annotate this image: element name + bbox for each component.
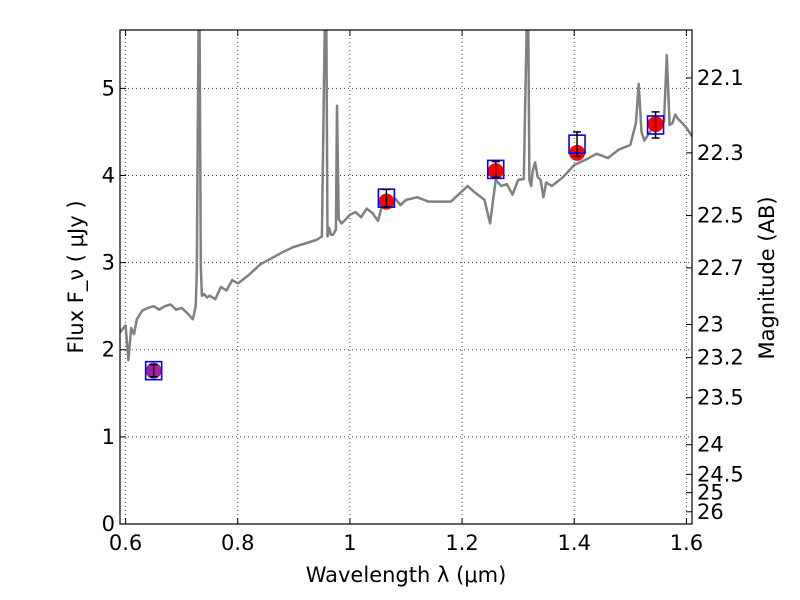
y-tick-label: 5 <box>102 76 115 100</box>
right-axis-title: Magnitude (AB) <box>755 196 779 359</box>
axis-ticks <box>120 30 692 525</box>
y-tick-label: 1 <box>102 425 115 449</box>
spectrum-series <box>120 30 692 362</box>
magnitude-tick-label: 25 <box>697 481 724 505</box>
magnitude-tick-label: 24 <box>697 433 724 457</box>
y-tick-label: 4 <box>102 163 115 187</box>
x-tick-label: 1 <box>343 531 356 555</box>
observed-flux-box <box>486 159 505 180</box>
x-axis-title: Wavelength λ (μm) <box>306 563 507 587</box>
y-axis-title: Flux F_ν ( μJy ) <box>64 200 89 353</box>
x-tick-label: 1.4 <box>558 531 591 555</box>
spectrum-line <box>120 30 692 362</box>
y-tick-label: 2 <box>102 338 115 362</box>
magnitude-tick-label: 26 <box>697 500 724 524</box>
magnitude-tick-label: 22.3 <box>697 141 744 165</box>
photometry-series <box>144 111 665 381</box>
magnitude-tick-label: 24.5 <box>697 462 744 486</box>
x-tick-label: 1.2 <box>445 531 478 555</box>
x-tick-label: 0.6 <box>109 531 142 555</box>
magnitude-tick-label: 22.5 <box>697 204 744 228</box>
magnitude-tick-label: 23.5 <box>697 386 744 410</box>
x-tick-label: 1.6 <box>670 531 703 555</box>
y-tick-label: 3 <box>102 251 115 275</box>
grid-lines <box>120 30 692 525</box>
observed-flux-box <box>144 360 163 381</box>
magnitude-tick-label: 22.7 <box>697 256 744 280</box>
plot-frame <box>119 29 693 525</box>
y-tick-label: 0 <box>102 512 115 536</box>
magnitude-tick-label: 23.2 <box>697 346 744 370</box>
x-tick-label: 0.8 <box>221 531 254 555</box>
magnitude-tick-label: 23 <box>697 312 724 336</box>
magnitude-tick-label: 22.1 <box>697 66 744 90</box>
